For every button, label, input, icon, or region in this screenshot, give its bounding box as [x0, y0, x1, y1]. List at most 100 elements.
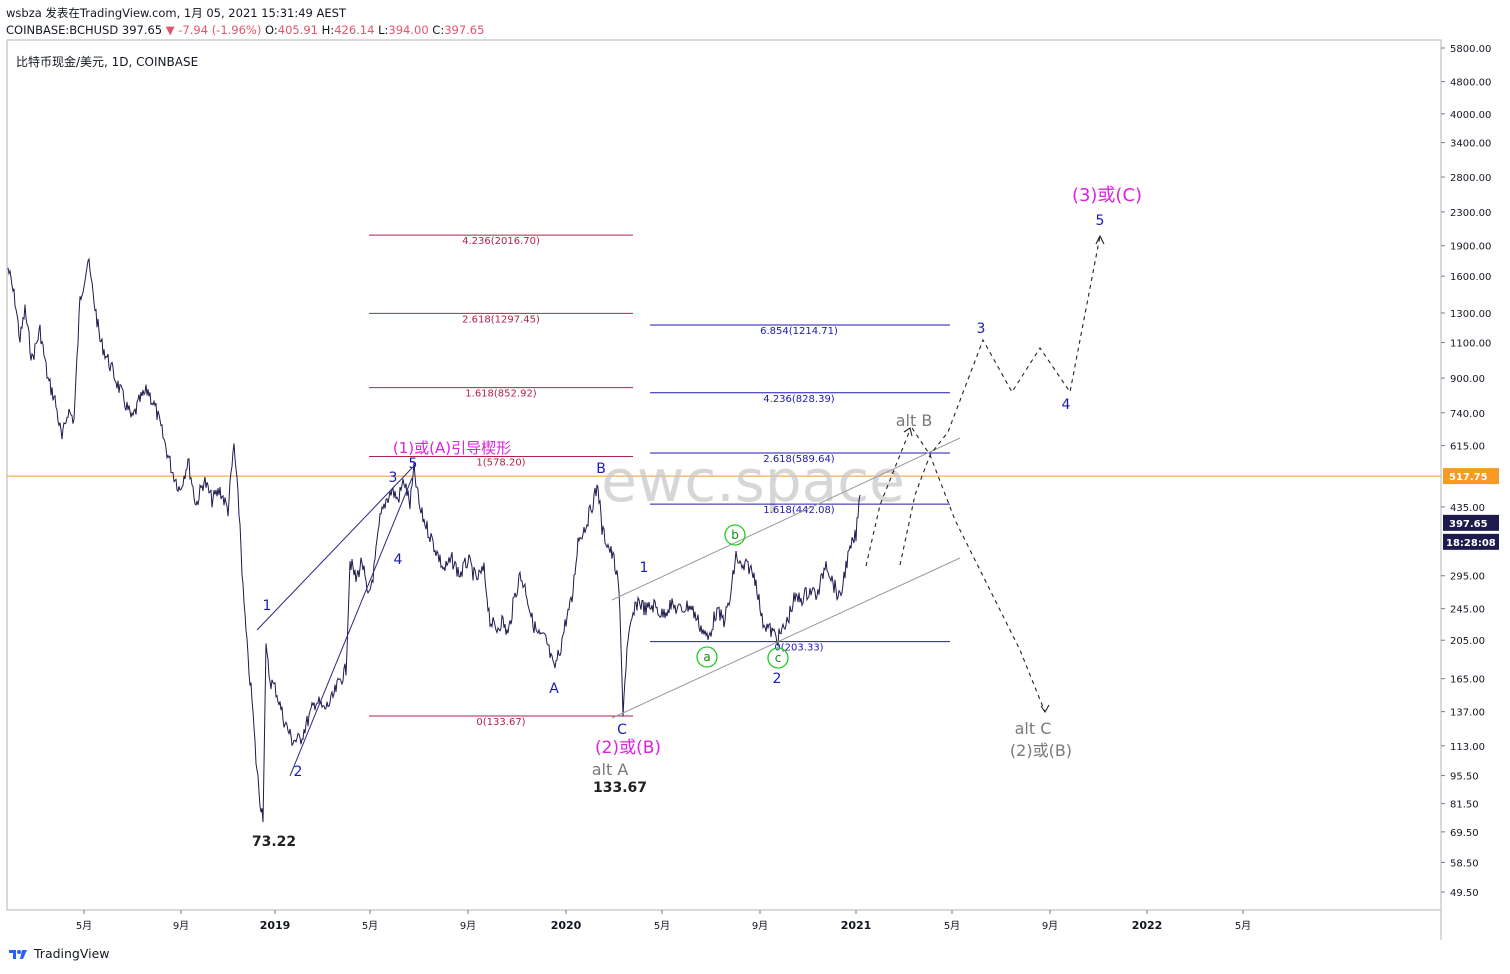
x-tick-label: 9月 — [173, 920, 189, 932]
y-tick-label: 740.00 — [1450, 409, 1485, 420]
wave-label: 5 — [409, 456, 418, 472]
countdown-label: 18:28:08 — [1446, 538, 1496, 549]
x-tick-label: 2022 — [1132, 919, 1163, 932]
high-value: 426.14 — [334, 23, 375, 37]
fib-right-label: 2.618(589.64) — [763, 454, 835, 465]
price-series-line — [7, 257, 861, 823]
price-extreme-label: 133.67 — [593, 780, 647, 796]
wave-label: C — [617, 722, 627, 738]
y-tick-label: 137.00 — [1450, 708, 1485, 719]
x-tick-label: 5月 — [654, 920, 670, 932]
last-price-badge — [1443, 514, 1499, 531]
y-tick-label: 295.00 — [1450, 572, 1485, 583]
fib-right-label: 4.236(828.39) — [763, 394, 835, 405]
wave-annotation: alt C — [1015, 719, 1052, 738]
y-tick-label: 245.00 — [1450, 605, 1485, 616]
close-value: 397.65 — [444, 23, 485, 37]
y-tick-label: 2300.00 — [1450, 208, 1491, 219]
x-tick-label: 2020 — [551, 919, 582, 932]
arrow-up-icon — [1095, 234, 1105, 245]
open-value: 405.91 — [277, 23, 318, 37]
tradingview-footer[interactable]: TradingView — [8, 946, 110, 961]
symbol-ohlc-line: COINBASE:BCHUSD 397.65 ▼ -7.94 (-1.96%) … — [6, 23, 484, 37]
tradingview-brand: TradingView — [34, 946, 110, 961]
arrow-down-icon — [1040, 704, 1050, 714]
fib-left-label: 4.236(2016.70) — [462, 236, 540, 247]
wave-label: 3 — [389, 470, 398, 486]
low-value: 394.00 — [388, 23, 429, 37]
fib-right-label: 6.854(1214.71) — [760, 326, 838, 337]
wave-annotation: alt A — [592, 760, 629, 779]
wave-circle-icon — [724, 524, 746, 546]
channel-upper-line — [611, 437, 961, 601]
wave-label: 4 — [1062, 397, 1071, 413]
wave-label: B — [596, 461, 606, 477]
wave-label: 2 — [294, 764, 303, 780]
x-tick-label: 5月 — [1235, 920, 1251, 932]
y-tick-label: 58.50 — [1450, 858, 1479, 869]
x-tick-label: 2021 — [841, 919, 872, 932]
wave-label: 5 — [1096, 213, 1105, 229]
wave-annotation: (2)或(B) — [595, 738, 661, 758]
y-tick-label: 81.50 — [1450, 800, 1479, 811]
low-label: L: — [378, 23, 389, 37]
y-tick-label: 4800.00 — [1450, 78, 1491, 89]
wave-annotation: (1)或(A)引导楔形 — [393, 439, 511, 457]
wave-annotation: (2)或(B) — [1010, 741, 1072, 760]
x-tick-label: 5月 — [362, 920, 378, 932]
high-label: H: — [321, 23, 335, 37]
price-extreme-label: 73.22 — [252, 834, 296, 850]
wave-circle-icon — [767, 647, 789, 669]
y-tick-label: 69.50 — [1450, 828, 1479, 839]
wedge-lower-line — [289, 477, 413, 777]
wave-label: 2 — [773, 671, 782, 687]
y-tick-label: 1100.00 — [1450, 339, 1491, 350]
wave-label: 1 — [263, 598, 272, 614]
wave-label-minor: b — [731, 528, 739, 542]
projection-alt-c-path — [911, 427, 1046, 713]
y-tick-label: 615.00 — [1450, 442, 1485, 453]
highlight-level-badge — [1443, 468, 1499, 485]
y-tick-label: 3400.00 — [1450, 139, 1491, 150]
y-tick-label: 49.50 — [1450, 888, 1479, 899]
watermark-text: ewc.space — [601, 447, 905, 515]
y-tick-label: 435.00 — [1450, 503, 1485, 514]
tradingview-logo-icon — [9, 950, 27, 959]
fib-right-label: 1.618(442.08) — [763, 505, 835, 516]
wave-label-minor: a — [703, 650, 710, 664]
price-change: ▼ -7.94 (-1.96%) — [165, 23, 262, 37]
y-tick-label: 2800.00 — [1450, 173, 1491, 184]
fib-right-label: 0(203.33) — [774, 643, 823, 654]
projection-main-path — [899, 235, 1101, 566]
close-label: C: — [432, 23, 445, 37]
wedge-upper-line — [256, 467, 413, 631]
wave-annotation: (3)或(C) — [1072, 185, 1142, 206]
x-tick-label: 2019 — [260, 919, 291, 932]
projection-alt-b-upper-path — [865, 429, 911, 567]
channel-lower-line — [611, 557, 961, 719]
last-price-label: 397.65 — [1449, 519, 1488, 530]
y-tick-label: 95.50 — [1450, 772, 1479, 783]
y-tick-label: 165.00 — [1450, 675, 1485, 686]
y-tick-label: 1600.00 — [1450, 272, 1491, 283]
wave-annotation: alt B — [896, 411, 933, 430]
symbol-name[interactable]: COINBASE:BCHUSD — [6, 23, 119, 37]
fib-left-label: 1.618(852.92) — [465, 389, 537, 400]
x-tick-label: 5月 — [76, 920, 92, 932]
y-tick-label: 205.00 — [1450, 636, 1485, 647]
y-tick-label: 1900.00 — [1450, 242, 1491, 253]
highlight-level-label: 517.75 — [1449, 472, 1488, 483]
wave-circle-icon — [696, 646, 718, 668]
fib-left-label: 2.618(1297.45) — [462, 314, 540, 325]
wave-label: 4 — [394, 552, 403, 568]
wave-label: 1 — [640, 560, 649, 576]
last-price: 397.65 — [121, 23, 163, 37]
fib-left-label: 1(578.20) — [476, 458, 525, 469]
x-tick-label: 5月 — [944, 920, 960, 932]
y-tick-label: 4000.00 — [1450, 110, 1491, 121]
open-label: O: — [265, 23, 278, 37]
wave-label-minor: c — [775, 651, 782, 665]
wave-label: 3 — [977, 321, 986, 337]
chart-title: 比特币现金/美元, 1D, COINBASE — [16, 54, 198, 69]
